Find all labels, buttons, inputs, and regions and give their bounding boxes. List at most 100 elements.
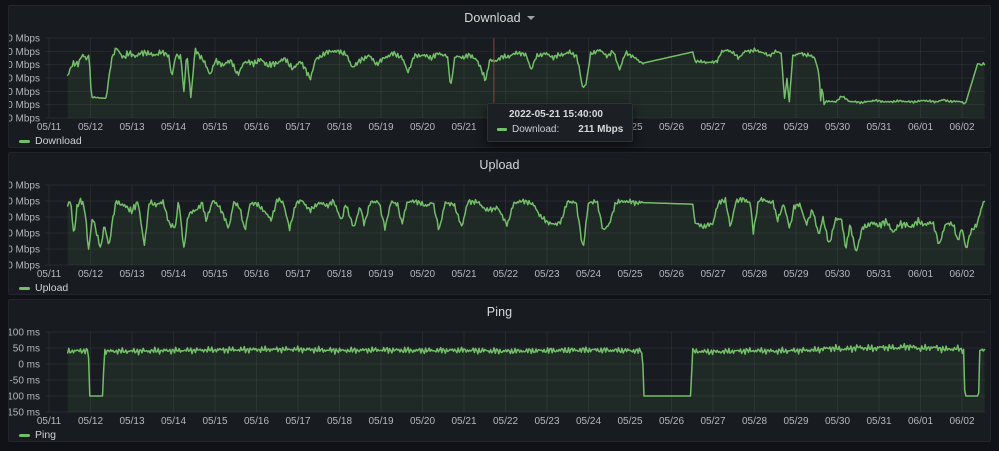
upload-chart: 10 Mbps 20 Mbps 30 Mbps 40 Mbps 50 Mbps 60 Mb… — [9, 181, 986, 280]
upload-panel-title: Upload — [479, 158, 520, 172]
download-chart: 0 Mbps 50 Mbps 100 Mbps 150 Mbps 200 Mbps 250… — [9, 34, 986, 133]
x-axis-tick-label: 05/19 — [368, 416, 393, 427]
x-axis-tick-label: 05/26 — [659, 122, 684, 133]
series-line — [66, 342, 986, 397]
x-axis-tick-label: 05/24 — [576, 416, 601, 427]
x-axis-tick-label: 05/14 — [161, 269, 186, 280]
tooltip: 2022-05-21 15:40:00 Download: 211 Mbps — [487, 103, 634, 142]
chevron-down-icon — [526, 16, 535, 20]
x-axis-tick-label: 05/30 — [825, 269, 850, 280]
upload-chart-canvas[interactable]: 10 Mbps 20 Mbps 30 Mbps 40 Mbps 50 Mbps 60 Mb… — [9, 177, 990, 281]
download-panel-title: Download — [464, 11, 521, 25]
x-axis-tick-label: 05/17 — [285, 416, 310, 427]
legend-swatch — [19, 139, 30, 143]
x-axis-tick-label: 05/19 — [368, 269, 393, 280]
x-axis-tick-label: 05/22 — [493, 416, 518, 427]
x-axis-tick-label: 05/19 — [368, 122, 393, 133]
x-axis-tick-label: 05/15 — [202, 122, 227, 133]
y-axis-tick-label: 60 Mbps — [9, 181, 40, 192]
x-axis-tick-label: 05/23 — [534, 416, 559, 427]
x-axis-tick-label: 05/11 — [37, 416, 62, 427]
x-axis-tick-label: 05/12 — [78, 269, 103, 280]
x-axis-tick-label: 05/12 — [78, 122, 103, 133]
download-panel-header[interactable]: Download — [9, 6, 990, 30]
x-axis-tick-label: 05/20 — [410, 269, 435, 280]
x-axis-tick-label: 05/27 — [700, 416, 725, 427]
legend-item-upload[interactable]: Upload — [19, 282, 68, 294]
x-axis-tick-label: 05/18 — [327, 122, 352, 133]
panel-upload: Upload 10 Mbps 20 Mbps 30 Mbps 40 Mbps 50 Mb… — [8, 152, 991, 295]
x-axis-tick-label: 05/12 — [78, 416, 103, 427]
tooltip-series-value: 211 Mbps — [578, 124, 624, 135]
x-axis-tick-label: 06/02 — [949, 416, 974, 427]
y-axis-tick-label: -100 ms — [9, 392, 40, 403]
y-axis-tick-label: 0 ms — [18, 360, 40, 371]
x-axis-tick-label: 05/15 — [202, 269, 227, 280]
y-axis-tick-label: 300 Mbps — [9, 34, 40, 45]
x-axis-tick-label: 05/17 — [285, 122, 310, 133]
x-axis-tick-label: 05/28 — [742, 416, 767, 427]
ping-chart: -150 ms -100 ms -50 ms 0 ms 50 ms 100 ms 05/11… — [9, 328, 986, 427]
tooltip-series-label: Download: — [512, 124, 560, 135]
x-axis-tick-label: 05/15 — [202, 416, 227, 427]
x-axis-tick-label: 05/11 — [37, 122, 62, 133]
y-axis-tick-label: 50 Mbps — [9, 197, 40, 208]
y-axis-tick-label: 150 Mbps — [9, 74, 40, 85]
ping-panel-header[interactable]: Ping — [9, 300, 990, 324]
legend-item-download[interactable]: Download — [19, 135, 82, 147]
y-axis-tick-label: 200 Mbps — [9, 60, 40, 71]
download-legend: Download — [9, 134, 990, 148]
y-axis-tick-label: 250 Mbps — [9, 47, 40, 58]
x-axis-tick-label: 05/11 — [37, 269, 62, 280]
upload-legend: Upload — [9, 281, 990, 295]
x-axis-tick-label: 05/18 — [327, 416, 352, 427]
y-axis-tick-label: 50 Mbps — [9, 100, 40, 111]
y-axis-tick-label: 40 Mbps — [9, 213, 40, 224]
x-axis-tick-label: 05/31 — [866, 269, 891, 280]
y-axis-tick-label: 10 Mbps — [9, 261, 40, 272]
x-axis-tick-label: 06/01 — [908, 122, 933, 133]
x-axis-tick-label: 06/02 — [949, 122, 974, 133]
x-axis-tick-label: 05/23 — [534, 269, 559, 280]
x-axis-tick-label: 05/20 — [410, 122, 435, 133]
x-axis-tick-label: 05/29 — [783, 122, 808, 133]
panel-ping: Ping -150 ms -100 ms -50 ms 0 ms 50 ms 100 ms… — [8, 299, 991, 442]
series-line — [66, 47, 986, 106]
y-axis-tick-label: 30 Mbps — [9, 229, 40, 240]
upload-panel-header[interactable]: Upload — [9, 153, 990, 177]
x-axis-tick-label: 05/22 — [493, 269, 518, 280]
y-axis-tick-label: 100 ms — [9, 328, 40, 339]
x-axis-tick-label: 05/26 — [659, 269, 684, 280]
legend-label: Download — [35, 135, 82, 147]
y-axis-tick-label: 20 Mbps — [9, 245, 40, 256]
series-fill — [67, 48, 985, 118]
y-axis-tick-label: 100 Mbps — [9, 87, 40, 98]
x-axis-tick-label: 05/30 — [825, 416, 850, 427]
tooltip-timestamp: 2022-05-21 15:40:00 — [509, 109, 603, 120]
series-fill — [67, 197, 985, 265]
x-axis-tick-label: 05/30 — [825, 122, 850, 133]
ping-panel-title: Ping — [486, 305, 513, 319]
x-axis-tick-label: 05/25 — [617, 269, 642, 280]
x-axis-tick-label: 06/01 — [908, 416, 933, 427]
legend-label: Upload — [35, 282, 69, 294]
x-axis-tick-label: 05/16 — [244, 122, 269, 133]
x-axis-tick-label: 06/01 — [908, 269, 933, 280]
x-axis-tick-label: 05/29 — [783, 416, 808, 427]
x-axis-tick-label: 05/13 — [119, 122, 144, 133]
x-axis-tick-label: 05/14 — [161, 122, 186, 133]
ping-chart-canvas[interactable]: -150 ms -100 ms -50 ms 0 ms 50 ms 100 ms 05/11… — [9, 324, 990, 428]
x-axis-tick-label: 05/25 — [617, 416, 642, 427]
x-axis-tick-label: 05/27 — [700, 122, 725, 133]
legend-item-ping[interactable]: Ping — [19, 429, 56, 441]
x-axis-tick-label: 05/28 — [742, 122, 767, 133]
legend-swatch — [19, 286, 30, 290]
download-chart-canvas[interactable]: 0 Mbps 50 Mbps 100 Mbps 150 Mbps 200 Mbps 250… — [9, 30, 990, 142]
x-axis-tick-label: 06/02 — [949, 269, 974, 280]
x-axis-tick-label: 05/13 — [119, 269, 144, 280]
legend-swatch — [19, 433, 30, 437]
x-axis-tick-label: 05/31 — [866, 122, 891, 133]
x-axis-tick-label: 05/21 — [451, 269, 476, 280]
x-axis-tick-label: 05/21 — [451, 416, 476, 427]
